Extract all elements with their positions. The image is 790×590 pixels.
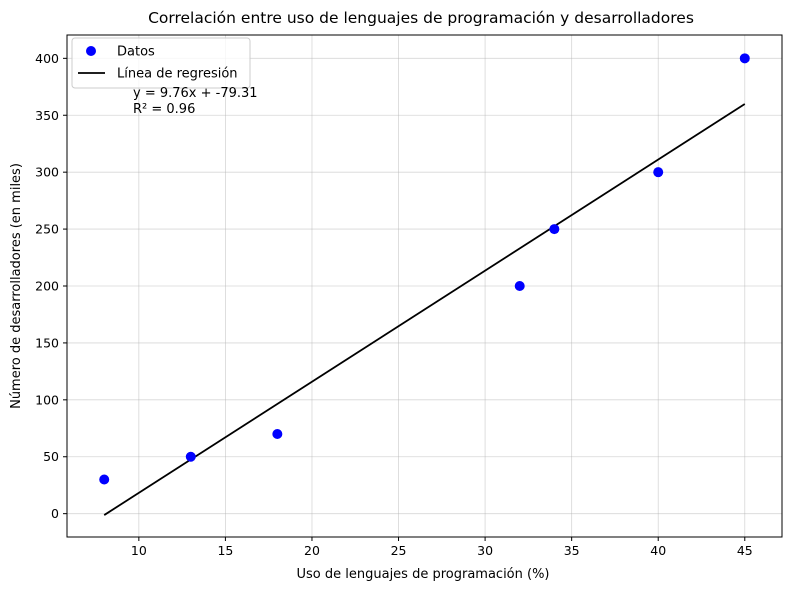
y-tick-label: 200 <box>35 279 59 294</box>
grid <box>67 35 782 537</box>
regression-line-group <box>103 103 746 516</box>
y-tick-label: 350 <box>35 108 59 123</box>
x-axis-label: Uso de lenguajes de programación (%) <box>297 567 550 582</box>
data-point <box>653 167 664 178</box>
data-point <box>739 53 750 64</box>
data-point <box>185 451 196 462</box>
legend-label-regresion: Línea de regresión <box>117 67 238 82</box>
y-axis-label: Número de desarrolladores (en miles) <box>9 163 24 409</box>
x-tick-label: 20 <box>304 543 320 558</box>
chart-title: Correlación entre uso de lenguajes de pr… <box>148 9 694 27</box>
y-tick-label: 150 <box>35 335 59 350</box>
y-axis-ticks: 0 50 100 150 200 250 300 350 400 <box>35 51 67 521</box>
data-point <box>99 474 110 485</box>
x-tick-label: 35 <box>564 543 580 558</box>
x-tick-label: 15 <box>217 543 233 558</box>
data-point <box>514 281 525 291</box>
x-axis-ticks: 10 15 20 25 30 35 40 45 <box>131 537 753 558</box>
data-points <box>99 53 750 485</box>
x-tick-label: 30 <box>477 543 493 558</box>
y-tick-label: 0 <box>51 506 59 521</box>
y-tick-label: 300 <box>35 165 59 180</box>
y-tick-label: 100 <box>35 392 59 407</box>
y-tick-label: 400 <box>35 51 59 66</box>
y-tick-label: 250 <box>35 222 59 237</box>
legend-marker-datos <box>86 46 96 56</box>
legend-box <box>71 37 251 89</box>
x-tick-label: 40 <box>650 543 666 558</box>
legend-label-datos: Datos <box>117 45 155 60</box>
legend: Datos Línea de regresión <box>71 37 251 89</box>
x-tick-label: 10 <box>131 543 147 558</box>
regression-equation: y = 9.76x + -79.31 <box>133 86 258 101</box>
data-point <box>549 224 560 235</box>
x-tick-label: 25 <box>391 543 407 558</box>
regression-line <box>103 103 746 516</box>
y-tick-label: 50 <box>43 449 59 464</box>
r-squared: R² = 0.96 <box>133 102 195 117</box>
x-tick-label: 45 <box>737 543 753 558</box>
data-point <box>272 428 283 439</box>
